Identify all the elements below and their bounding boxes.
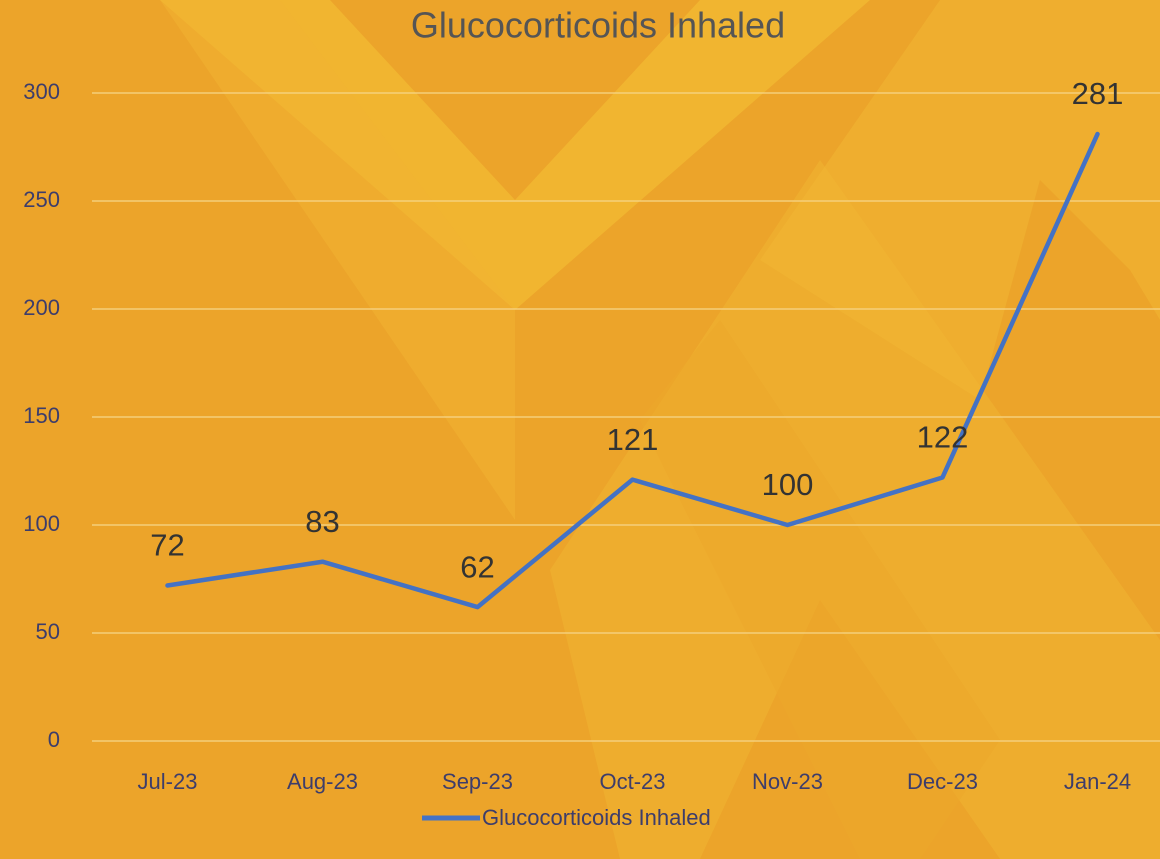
chart-title: Glucocorticoids Inhaled (411, 5, 785, 46)
y-tick-label: 300 (23, 79, 60, 104)
legend-label: Glucocorticoids Inhaled (482, 805, 711, 830)
y-tick-label: 250 (23, 187, 60, 212)
line (165, 131, 1100, 610)
x-tick-label: Aug-23 (287, 769, 358, 794)
x-tick-label: Sep-23 (442, 769, 513, 794)
data-label: 83 (305, 504, 339, 539)
data-label: 281 (1072, 76, 1124, 111)
y-tick-label: 0 (48, 727, 60, 752)
data-label: 62 (460, 549, 494, 584)
legend: Glucocorticoids Inhaled (422, 805, 711, 830)
background-pattern (160, 0, 1160, 859)
x-tick-label: Dec-23 (907, 769, 978, 794)
data-label: 122 (917, 420, 969, 455)
x-tick-label: Nov-23 (752, 769, 823, 794)
data-label: 72 (150, 528, 184, 563)
x-tick-label: Jan-24 (1064, 769, 1131, 794)
x-tick-label: Jul-23 (138, 769, 198, 794)
y-tick-label: 200 (23, 295, 60, 320)
data-label: 121 (607, 422, 659, 457)
data-label: 100 (762, 467, 814, 502)
x-tick-label: Oct-23 (599, 769, 665, 794)
y-tick-label: 50 (36, 619, 60, 644)
y-tick-label: 150 (23, 403, 60, 428)
y-tick-label: 100 (23, 511, 60, 536)
